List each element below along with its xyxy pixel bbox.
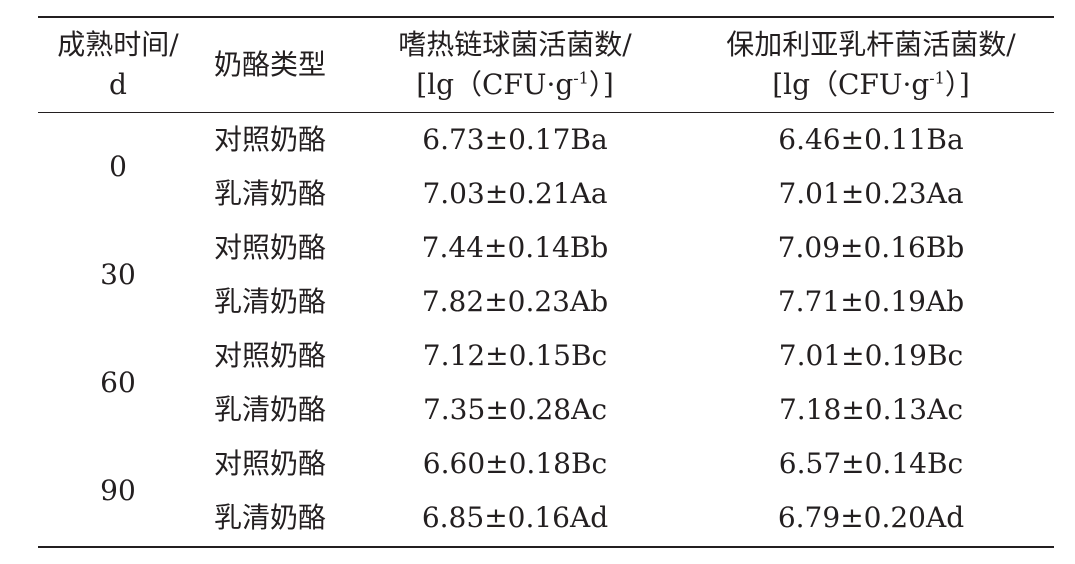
st-count-cell: 7.35±0.28Ac [422,393,608,426]
header-lb-line2: [lg（CFU·g-1）] [772,65,970,105]
cheese-type-cell: 对照奶酪 [213,231,326,264]
header-st-unit-post: ）] [588,68,614,101]
st-count-cell: 6.85±0.16Ad [421,501,609,534]
ripening-time-cell: 30 [100,258,136,291]
st-count-cell: 6.73±0.17Ba [422,123,608,156]
header-st-unit-pre: [lg（CFU·g [416,68,574,101]
header-cheese-type: 奶酪类型 [198,22,342,108]
header-lb-unit-post: ）] [944,68,970,101]
header-st-line2: [lg（CFU·g-1）] [416,65,614,105]
lb-count-cell: 6.57±0.14Bc [778,447,964,480]
lb-count-cell: 7.01±0.19Bc [778,339,964,372]
header-lb-unit-pre: [lg（CFU·g [772,68,930,101]
cheese-type-cell: 对照奶酪 [213,339,326,372]
ripening-time-cell: 60 [100,366,136,399]
cheese-type-cell: 对照奶酪 [213,447,326,480]
st-count-cell: 7.44±0.14Bb [421,231,609,264]
bottom-rule [38,546,1054,548]
header-ripening-time-line1: 成熟时间/ [57,28,179,61]
lb-count-cell: 7.71±0.19Ab [777,285,965,318]
cheese-type-cell: 乳清奶酪 [213,285,326,318]
st-count-cell: 6.60±0.18Bc [422,447,608,480]
ripening-time-cell: 0 [109,150,127,183]
data-table: 成熟时间/ d 奶酪类型 嗜热链球菌活菌数/ [lg（CFU·g-1）] 保加利… [38,0,1054,564]
lb-count-cell: 6.46±0.11Ba [778,123,964,156]
header-st-unit-sup: -1 [573,68,589,88]
header-st-line1: 嗜热链球菌活菌数/ [398,28,632,61]
st-count-cell: 7.12±0.15Bc [422,339,608,372]
header-lb-count: 保加利亚乳杆菌活菌数/ [lg（CFU·g-1）] [688,22,1054,108]
lb-count-cell: 7.09±0.16Bb [777,231,965,264]
cheese-type-cell: 乳清奶酪 [213,177,326,210]
ripening-time-cell: 90 [100,474,136,507]
lb-count-cell: 7.01±0.23Aa [778,177,964,210]
cheese-type-cell: 乳清奶酪 [213,501,326,534]
header-ripening-time: 成熟时间/ d [38,22,198,108]
header-cheese-type-label: 奶酪类型 [213,48,326,81]
st-count-cell: 7.82±0.23Ab [421,285,609,318]
st-count-cell: 7.03±0.21Aa [422,177,608,210]
header-st-count: 嗜热链球菌活菌数/ [lg（CFU·g-1）] [342,22,688,108]
cheese-type-cell: 对照奶酪 [213,123,326,156]
header-lb-unit-sup: -1 [929,68,945,88]
top-rule [38,16,1054,18]
header-ripening-time-line2: d [109,68,127,101]
header-lb-line1: 保加利亚乳杆菌活菌数/ [726,28,1016,61]
cheese-type-cell: 乳清奶酪 [213,393,326,426]
lb-count-cell: 7.18±0.13Ac [778,393,964,426]
header-rule [38,112,1054,113]
lb-count-cell: 6.79±0.20Ad [777,501,965,534]
